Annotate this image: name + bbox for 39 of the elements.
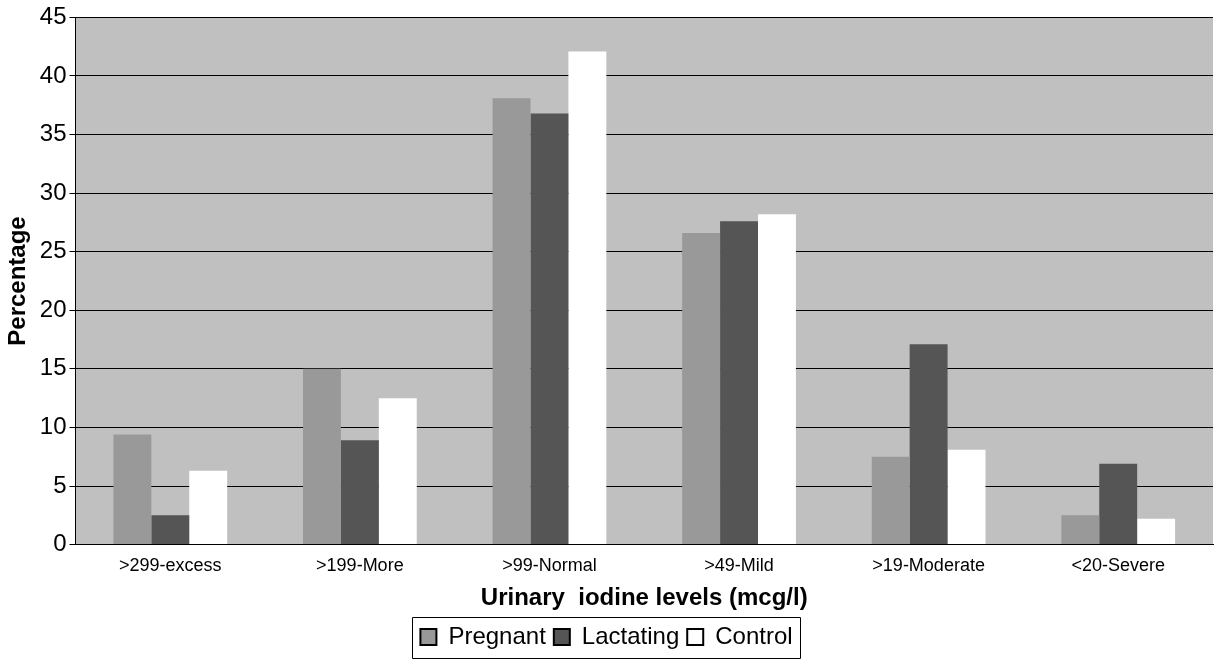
bar: [492, 98, 531, 545]
x-tick-label: <20-Severe: [1071, 555, 1165, 576]
bar: [340, 440, 379, 545]
bar: [1137, 518, 1176, 545]
bar: [871, 456, 910, 545]
bar: [568, 51, 607, 545]
y-tick-label: 40: [39, 60, 67, 88]
bar: [720, 221, 758, 545]
bar: [378, 398, 417, 545]
legend-label: Lactating: [581, 621, 680, 649]
bar: [682, 232, 721, 545]
bar: [303, 368, 341, 545]
bar: [909, 344, 948, 545]
x-tick-label: >49-Mild: [704, 555, 774, 576]
y-axis-title: Percentage: [3, 216, 31, 346]
x-tick-label: >299-excess: [119, 555, 222, 576]
y-tick-label: 35: [39, 119, 67, 147]
bar: [530, 113, 569, 545]
legend-label: Pregnant: [448, 621, 547, 649]
y-tick-label: 25: [39, 236, 67, 264]
bar: [189, 470, 228, 545]
x-tick-label: >19-Moderate: [872, 555, 985, 576]
bar: [947, 449, 986, 545]
bar: [1061, 515, 1100, 545]
y-tick-label: 10: [39, 412, 67, 440]
x-tick-label: >99-Normal: [502, 555, 597, 576]
bar: [1099, 463, 1138, 545]
x-axis-title: Urinary iodine levels (mcg/l): [480, 583, 808, 611]
bar: [113, 434, 152, 545]
bar: [758, 214, 796, 545]
bar: [151, 515, 190, 545]
legend-label: Control: [715, 621, 793, 649]
y-tick-label: 0: [53, 529, 67, 557]
y-tick-label: 30: [39, 177, 67, 205]
x-tick-label: >199-More: [316, 555, 404, 576]
y-tick-label: 45: [39, 2, 67, 30]
y-tick-label: 15: [39, 353, 67, 381]
y-tick-label: 5: [53, 470, 67, 498]
y-tick-label: 20: [39, 294, 67, 322]
